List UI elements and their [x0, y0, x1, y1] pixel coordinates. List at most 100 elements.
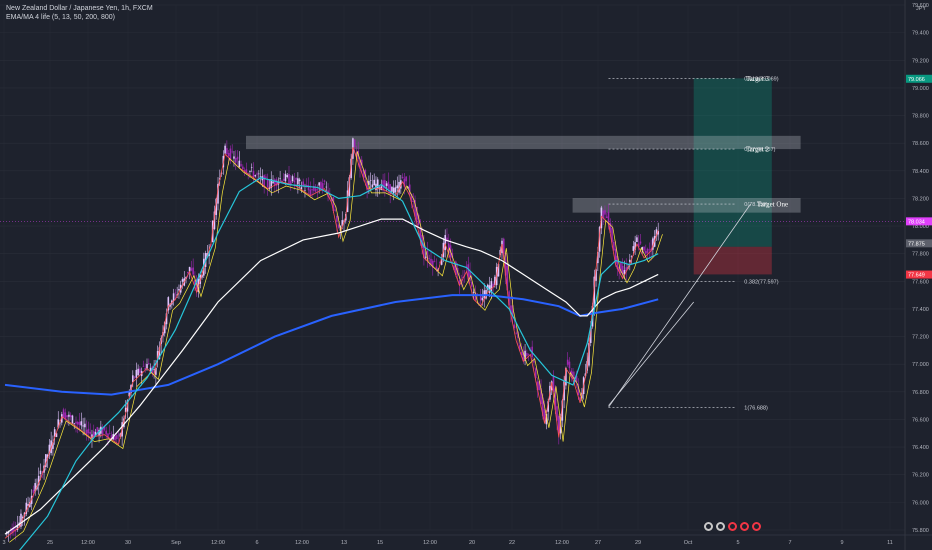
candle-body: [156, 351, 159, 359]
candle-body: [275, 179, 278, 186]
candle-body: [178, 288, 180, 291]
candle-body: [68, 414, 70, 417]
candle-body: [440, 257, 443, 265]
resistance-zone[interactable]: [245, 135, 801, 150]
candle-body: [14, 530, 17, 532]
candle-body: [527, 353, 530, 355]
price-tag-bg: [906, 74, 932, 83]
candle-body: [46, 454, 49, 459]
candle-body: [105, 430, 107, 435]
y-tick-label: 77.600: [912, 279, 929, 285]
fib-diagonal[interactable]: [608, 203, 751, 408]
candle-body: [300, 187, 303, 190]
x-tick-label: 5: [736, 540, 739, 546]
candle-body: [16, 525, 19, 531]
candle-body: [369, 180, 372, 181]
candle-body: [311, 189, 313, 191]
position-loss-zone[interactable]: [693, 246, 772, 275]
y-tick-label: 79.000: [912, 86, 929, 92]
candle-body: [188, 266, 191, 272]
current-price-tag: 78.034: [908, 219, 925, 225]
candle-body: [135, 369, 138, 378]
candle-body: [433, 261, 436, 262]
candle-body: [337, 224, 340, 228]
candle-body: [630, 256, 633, 258]
support-trendline[interactable]: [608, 301, 695, 406]
candle-body: [158, 347, 161, 360]
indicator-legend[interactable]: EMA/MA 4 life (5, 13, 50, 200, 800): [6, 14, 115, 21]
candle-body: [142, 365, 145, 367]
fib-level-label: 0(78.159): [744, 202, 768, 208]
candle-body: [643, 246, 645, 251]
candle-body: [133, 376, 136, 378]
candle-body: [559, 417, 562, 434]
candle-body: [589, 327, 592, 343]
candle-body: [458, 280, 461, 285]
candle-body: [355, 152, 358, 157]
candle-body: [403, 178, 406, 187]
candle-body: [552, 376, 555, 392]
y-tick-label: 77.400: [912, 307, 929, 313]
candle-body: [497, 263, 500, 277]
candle-body: [621, 265, 624, 275]
price-tag: 77.649: [908, 273, 925, 279]
x-tick-label: 20: [469, 540, 475, 546]
x-tick-label: 27: [595, 540, 601, 546]
candle-body: [400, 180, 402, 189]
target-marker[interactable]: [752, 522, 761, 531]
candle-body: [295, 178, 297, 180]
y-tick-label: 76.800: [912, 390, 929, 396]
candle-body: [648, 249, 651, 251]
candle-body: [227, 153, 230, 157]
candle-body: [637, 243, 640, 247]
candle-body: [321, 183, 324, 191]
candle-body: [53, 429, 56, 437]
candle-body: [520, 352, 523, 356]
candle-body: [522, 351, 525, 362]
candle-body: [588, 343, 590, 366]
bitcoin-marker[interactable]: [704, 522, 713, 531]
resistance-zone[interactable]: [572, 198, 801, 213]
flag-marker-2[interactable]: [740, 522, 749, 531]
candle-body: [492, 283, 494, 288]
candle-body: [636, 237, 638, 243]
candle-body: [139, 368, 141, 373]
position-profit-zone[interactable]: [693, 78, 772, 247]
candle-body: [282, 178, 285, 181]
candle-body: [644, 250, 647, 254]
candle-body: [517, 331, 519, 338]
x-tick-label: 6: [255, 540, 258, 546]
x-tick-label: 11: [887, 540, 893, 546]
bitcoin-marker-2[interactable]: [716, 522, 725, 531]
candle-body: [29, 501, 31, 507]
candle-body: [597, 251, 599, 264]
candle-body: [181, 279, 184, 282]
x-tick-label: 29: [635, 540, 641, 546]
candle-body: [318, 182, 320, 186]
candle-body: [595, 269, 597, 281]
candle-body: [334, 209, 336, 211]
candle-body: [481, 297, 484, 301]
candle-body: [353, 139, 356, 148]
candle-body: [75, 421, 77, 424]
candle-body: [618, 266, 620, 272]
flag-marker[interactable]: [728, 522, 737, 531]
candle-body: [117, 434, 120, 436]
candle-body: [187, 271, 189, 273]
candle-body: [479, 294, 482, 301]
candle-body: [455, 261, 457, 276]
candle-body: [243, 170, 246, 172]
candle-body: [540, 388, 542, 405]
candle-body: [332, 197, 335, 212]
candle-body: [565, 367, 567, 386]
target-label: Target 3: [746, 75, 769, 83]
candle-body: [123, 418, 125, 428]
candle-body: [149, 367, 152, 372]
candle-body: [387, 181, 390, 189]
x-tick-label: 9: [840, 540, 843, 546]
candle-body: [389, 184, 391, 195]
fib-level-label: 1(76.688): [744, 405, 768, 411]
target-label: Target 2: [746, 146, 769, 154]
candle-body: [316, 189, 319, 190]
